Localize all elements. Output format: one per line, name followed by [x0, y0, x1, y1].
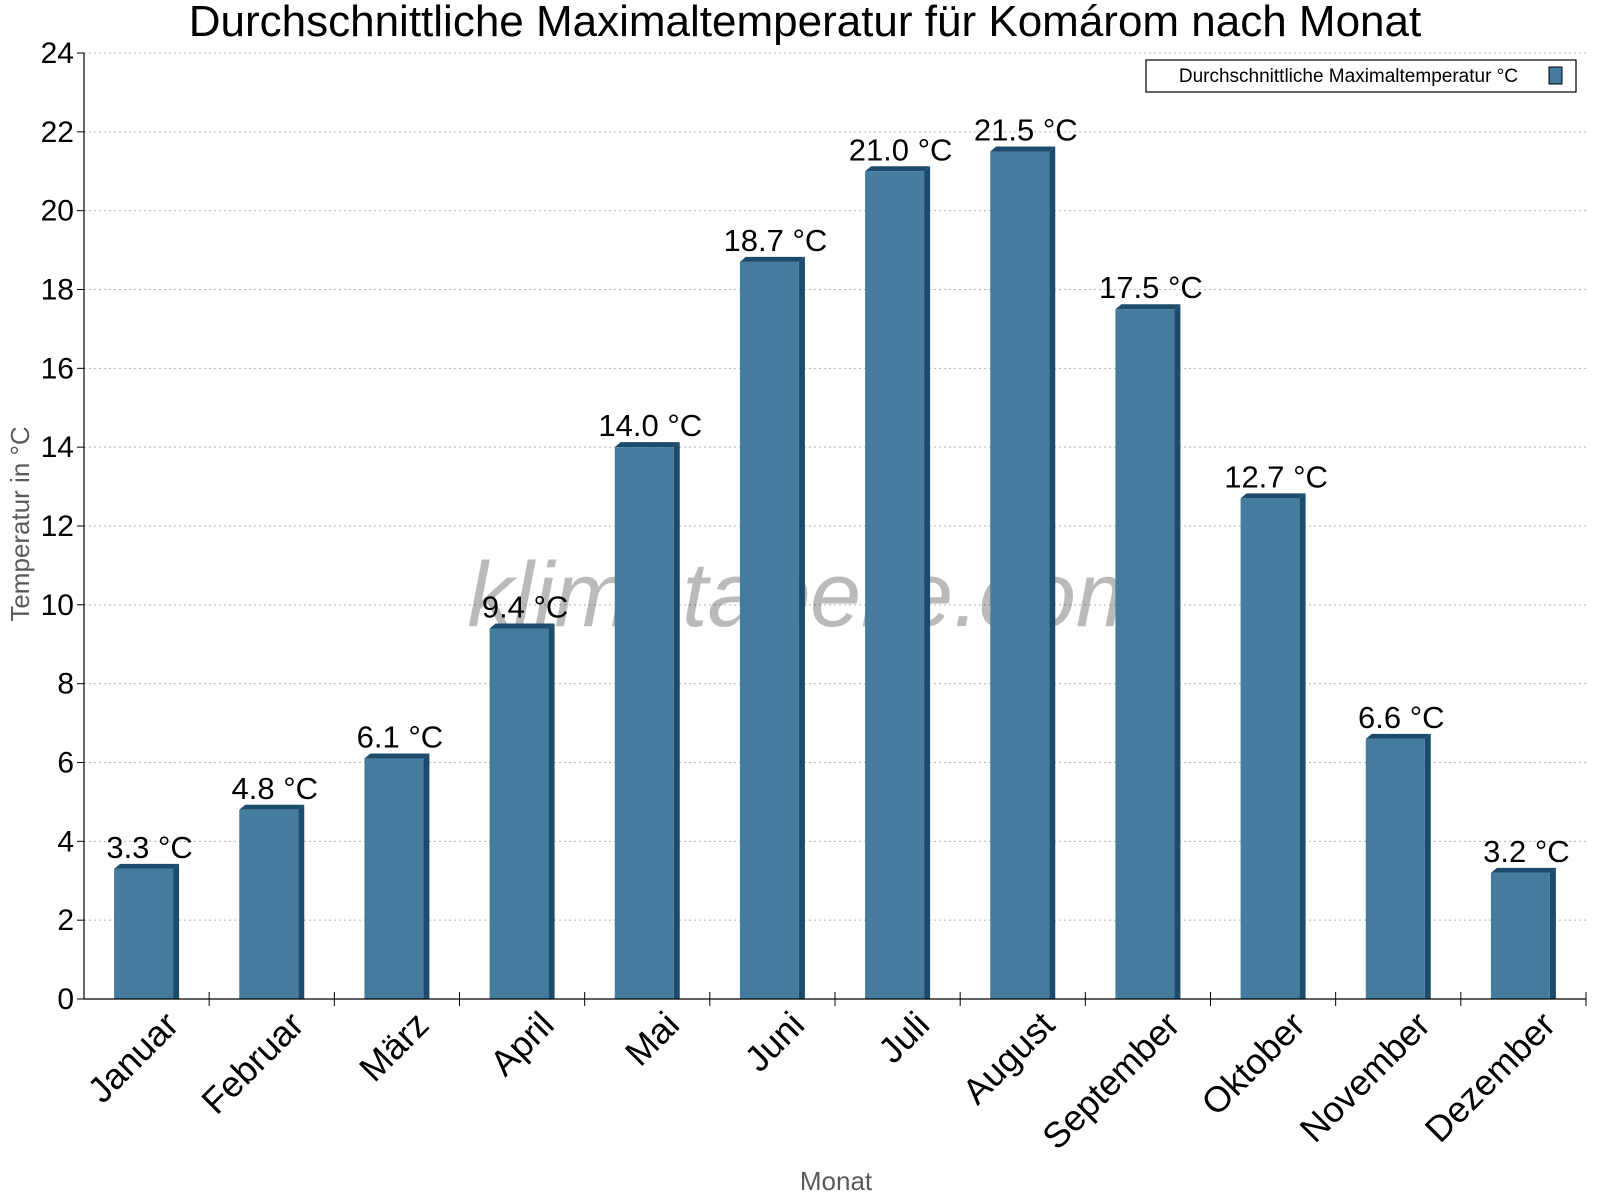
data-label: 3.2 °C — [1483, 834, 1570, 869]
bar-side — [798, 256, 805, 999]
x-tick-label: Februar — [193, 1004, 311, 1122]
bars — [114, 146, 1556, 1000]
legend: Durchschnittliche Maximaltemperatur °C — [1145, 59, 1577, 93]
data-label: 14.0 °C — [598, 408, 702, 443]
data-label: 18.7 °C — [724, 223, 828, 258]
bar-side — [673, 442, 680, 1000]
y-tick-label: 0 — [57, 983, 74, 1016]
x-tick-label: Juli — [870, 1004, 937, 1071]
y-tick-label: 2 — [57, 904, 74, 937]
x-ticks: Januar Februar März April Mai Juni Juli AugustS… — [79, 992, 1587, 1158]
bar-side — [548, 623, 555, 999]
y-tick-label: 8 — [57, 668, 74, 701]
data-label: 4.8 °C — [232, 771, 319, 806]
bar-side — [298, 804, 305, 999]
y-tick-label: 16 — [41, 352, 74, 385]
x-tick-label: September — [1034, 1004, 1188, 1158]
data-label: 6.6 °C — [1358, 700, 1445, 735]
legend-label: Durchschnittliche Maximaltemperatur °C — [1179, 66, 1518, 87]
bar-top — [489, 623, 555, 629]
data-label: 12.7 °C — [1224, 459, 1328, 494]
y-tick-label: 14 — [41, 431, 74, 464]
y-tick-label: 22 — [41, 116, 74, 149]
bar-top — [865, 166, 931, 172]
bar — [1365, 738, 1425, 999]
data-label: 9.4 °C — [482, 589, 569, 624]
x-tick-label: August — [954, 1004, 1062, 1112]
data-label: 17.5 °C — [1099, 270, 1203, 305]
data-label: 3.3 °C — [106, 830, 193, 865]
bar-side — [924, 166, 931, 999]
data-labels: 3.3 °C 4.8 °C 6.1 °C 9.4 °C 14.0 °C 18.7 °C 21… — [106, 113, 1569, 869]
bar — [114, 868, 174, 999]
x-tick-label: Januar — [79, 1004, 186, 1111]
x-tick-label: März — [351, 1004, 437, 1090]
x-axis-label: Monat — [800, 1166, 873, 1196]
bar-top — [1240, 493, 1306, 499]
bar-top — [1115, 304, 1181, 310]
x-tick-label: Dezember — [1417, 1004, 1563, 1150]
x-tick-label: Mai — [617, 1004, 687, 1074]
bar-top — [1365, 733, 1431, 739]
bar-side — [1549, 867, 1556, 999]
bar — [614, 447, 674, 1000]
bar-side — [173, 863, 180, 999]
data-label: 6.1 °C — [357, 720, 444, 755]
x-tick-label: Juni — [736, 1004, 812, 1080]
chart-title: Durchschnittliche Maximaltemperatur für … — [189, 0, 1421, 46]
x-tick-label: November — [1291, 1004, 1437, 1150]
bar — [1115, 309, 1175, 999]
legend-swatch — [1548, 66, 1563, 85]
bar — [239, 809, 299, 999]
bar-top — [614, 442, 680, 448]
x-tick-label: April — [482, 1004, 562, 1084]
y-tick-label: 18 — [41, 274, 74, 307]
y-axis-label: Temperatur in °C — [5, 426, 35, 621]
bar — [489, 628, 549, 999]
bar — [739, 261, 799, 999]
y-tick-label: 6 — [57, 747, 74, 780]
bar — [364, 758, 424, 999]
bar-side — [423, 753, 430, 999]
bar-side — [1299, 493, 1306, 999]
legend-box — [1145, 59, 1577, 93]
y-tick-label: 24 — [41, 37, 74, 70]
gridlines — [84, 52, 1586, 921]
bar-top — [1490, 867, 1556, 873]
y-tick-label: 12 — [41, 510, 74, 543]
data-label: 21.5 °C — [974, 113, 1078, 148]
bar — [990, 151, 1050, 999]
y-tick-label: 10 — [41, 589, 74, 622]
bar — [1240, 498, 1300, 999]
bar-top — [364, 753, 430, 759]
bar-side — [1424, 733, 1431, 999]
bar-top — [239, 804, 305, 810]
bar — [1490, 872, 1550, 999]
y-tick-label: 4 — [57, 825, 74, 858]
data-label: 21.0 °C — [849, 132, 953, 167]
bar-side — [1049, 146, 1056, 999]
bar-top — [739, 256, 805, 262]
x-tick-label: Oktober — [1193, 1004, 1313, 1124]
bar — [865, 171, 925, 999]
bar-side — [1174, 304, 1181, 999]
bar-top — [990, 146, 1056, 152]
y-tick-label: 20 — [41, 195, 74, 228]
bar-top — [114, 863, 180, 869]
